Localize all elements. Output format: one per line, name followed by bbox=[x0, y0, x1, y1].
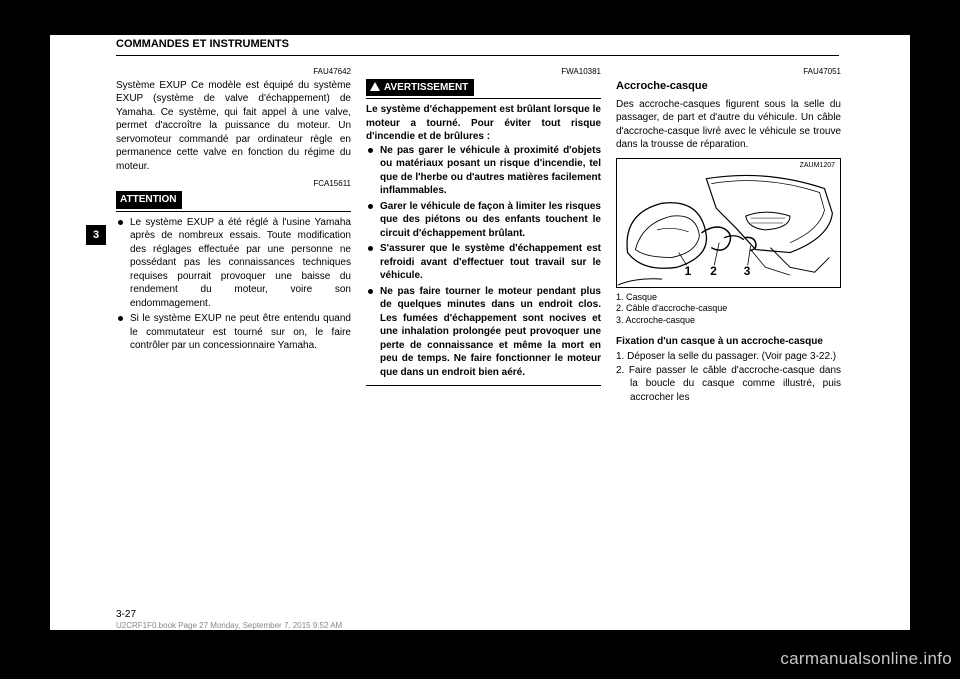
warning-text: Le système d'échappement est brûlant lor… bbox=[366, 103, 601, 379]
page-header-title: COMMANDES ET INSTRUMENTS bbox=[116, 38, 289, 50]
legend-item: 2. Câble d'accroche-casque bbox=[616, 303, 841, 315]
callout-label: 2 bbox=[710, 264, 717, 278]
col3-subheading: Fixation d'un casque à un accroche-casqu… bbox=[616, 335, 841, 349]
notice-underline bbox=[116, 211, 351, 212]
warning-bullets: Ne pas garer le véhicule à proximité d'o… bbox=[366, 144, 601, 380]
warning-bullet: Garer le véhicule de façon à limiter les… bbox=[366, 200, 601, 241]
header-rule bbox=[116, 55, 839, 56]
manual-page: COMMANDES ET INSTRUMENTS 3 FAU47642 Syst… bbox=[50, 35, 910, 630]
column-1: FAU47642 Système EXUP Ce modèle est équi… bbox=[116, 67, 351, 355]
chapter-tab: 3 bbox=[86, 225, 106, 245]
legend-item: 3. Accroche-casque bbox=[616, 315, 841, 327]
notice-label: ATTENTION bbox=[116, 191, 182, 209]
col3-intro: Des accroche-casques figurent sous la se… bbox=[616, 98, 841, 152]
col3-heading: Accroche-casque bbox=[616, 79, 841, 94]
warning-bullet: S'assurer que le système d'échappement e… bbox=[366, 242, 601, 283]
helmet-hook-illustration: 1 2 3 bbox=[617, 159, 840, 287]
eau-code-col1: FAU47642 bbox=[116, 67, 351, 78]
step-item: 1. Déposer la selle du passager. (Voir p… bbox=[616, 350, 841, 364]
col1-bullets: Le système EXUP a été réglé à l'usine Ya… bbox=[116, 216, 351, 353]
warning-bullet: Ne pas garer le véhicule à proximité d'o… bbox=[366, 144, 601, 198]
legend-item: 1. Casque bbox=[616, 292, 841, 304]
page-number: 3-27 bbox=[116, 609, 136, 620]
col3-steps: 1. Déposer la selle du passager. (Voir p… bbox=[616, 350, 841, 404]
col1-intro: Système EXUP Ce modèle est équipé du sys… bbox=[116, 79, 351, 174]
warning-end-rule bbox=[366, 385, 601, 386]
column-2: FWA10381 AVERTISSEMENT Le système d'écha… bbox=[366, 67, 601, 396]
warning-code: FWA10381 bbox=[366, 67, 601, 78]
warning-label-text: AVERTISSEMENT bbox=[384, 82, 468, 93]
notice-code: FCA15611 bbox=[116, 179, 351, 190]
callout-label: 1 bbox=[685, 264, 692, 278]
step-item: 2. Faire passer le câble d'accroche-casq… bbox=[616, 364, 841, 405]
col1-bullet: Si le système EXUP ne peut être entendu … bbox=[116, 312, 351, 353]
column-3: FAU47051 Accroche-casque Des accroche-ca… bbox=[616, 67, 841, 404]
warning-label-box: AVERTISSEMENT bbox=[366, 79, 474, 97]
step-text: Déposer la selle du passager. (Voir page… bbox=[627, 351, 836, 362]
footer-meta: U2CRF1F0.book Page 27 Monday, September … bbox=[116, 621, 342, 630]
warning-triangle-icon bbox=[370, 82, 380, 91]
step-text: Faire passer le câble d'accroche-casque … bbox=[629, 365, 841, 403]
col1-bullet: Le système EXUP a été réglé à l'usine Ya… bbox=[116, 216, 351, 311]
illus-zau-code: ZAUM1207 bbox=[799, 161, 836, 170]
warning-intro: Le système d'échappement est brûlant lor… bbox=[366, 103, 601, 144]
warning-underline bbox=[366, 98, 601, 99]
notice-label-text: ATTENTION bbox=[120, 194, 176, 205]
eau-code-col3: FAU47051 bbox=[616, 67, 841, 78]
callout-label: 3 bbox=[744, 264, 751, 278]
illustration-legend: 1. Casque 2. Câble d'accroche-casque 3. … bbox=[616, 292, 841, 327]
warning-bullet: Ne pas faire tourner le moteur pendant p… bbox=[366, 285, 601, 380]
watermark: carmanualsonline.info bbox=[780, 649, 952, 669]
illustration-frame: 1 2 3 ZAUM1207 bbox=[616, 158, 841, 288]
